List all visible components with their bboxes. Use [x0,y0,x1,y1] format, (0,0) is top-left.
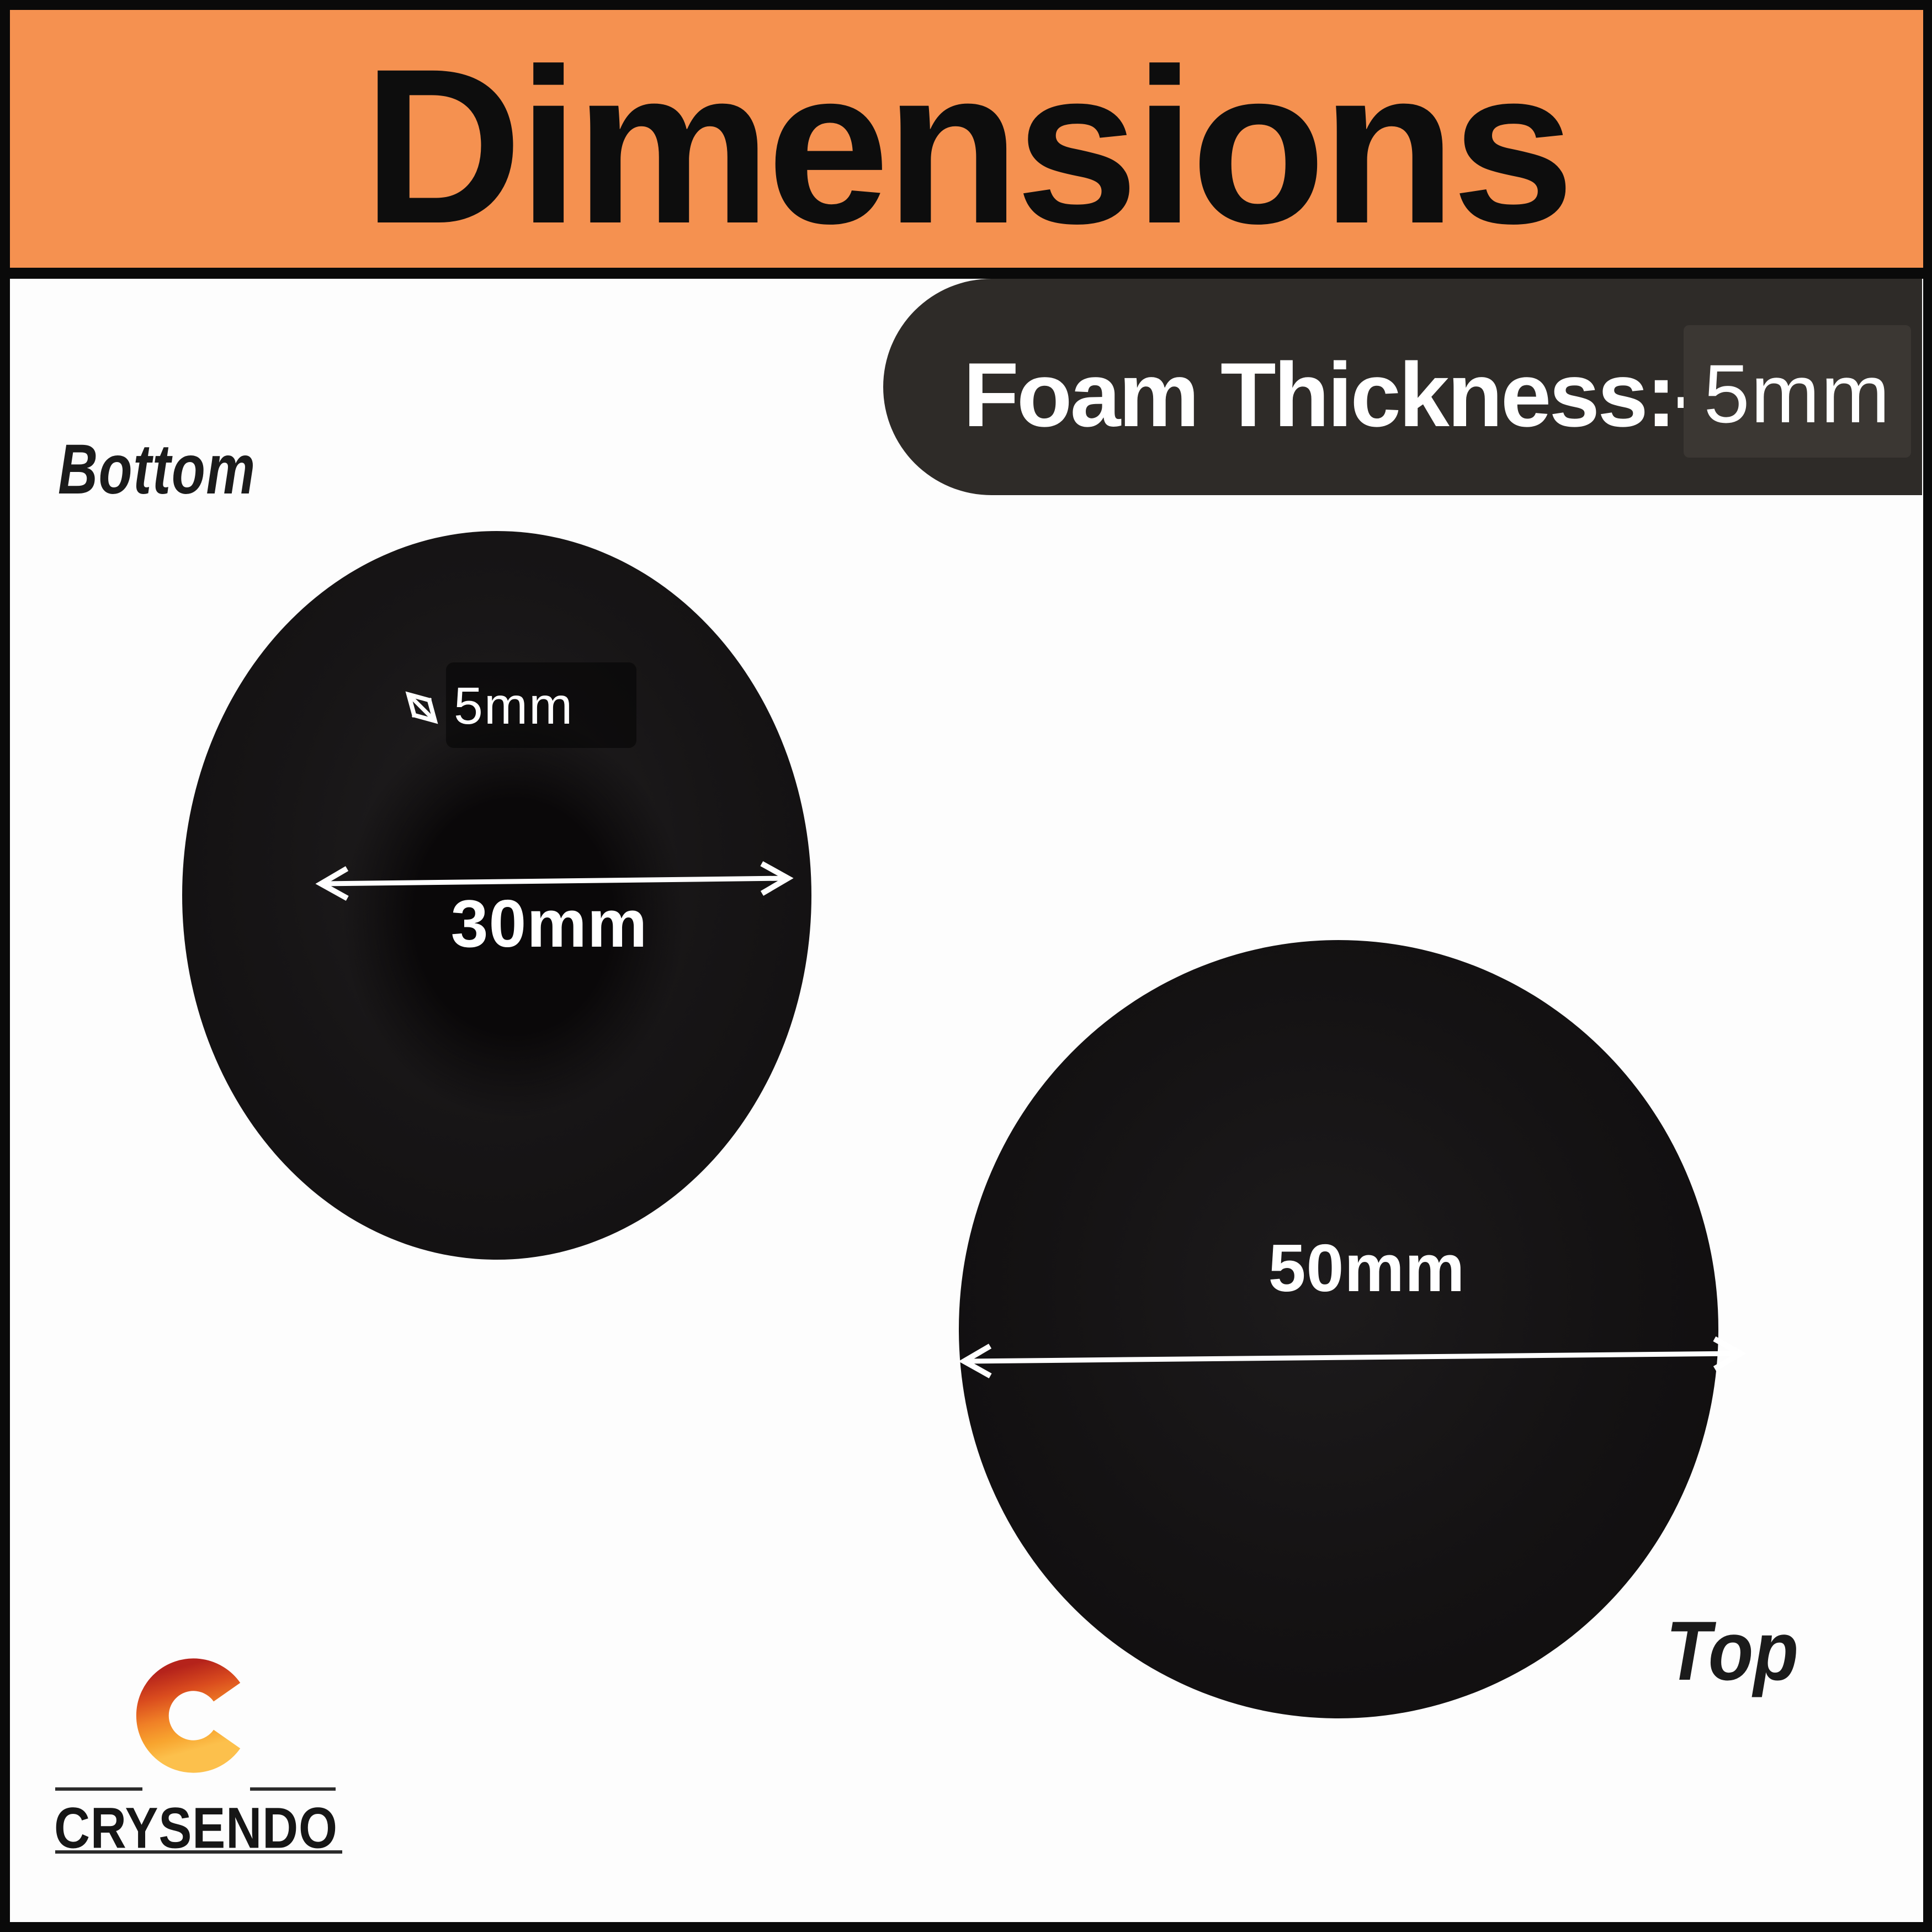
page-title: Dimensions [363,22,1574,269]
earpad-top-photo [959,940,1718,1718]
brand-rule-bottom [55,1850,342,1854]
brand-rule-top-left [55,1787,142,1791]
foam-thickness-value: 5mm [1703,347,1891,440]
brand-rule-top-right [250,1787,336,1791]
brand-name: CRYSENDO [54,1795,338,1861]
header-banner: Dimensions [10,10,1923,268]
bottom-view-label: Bottom [58,430,256,509]
brand-monogram-icon [136,1658,241,1773]
rim-depth-annotation: 5mm [454,677,574,735]
foam-thickness-pill: Foam Thickness:- 5mm [883,279,1922,495]
brand-logo: CRYSENDO [52,1645,351,1866]
inner-diameter-annotation: 30mm [450,886,648,961]
top-view-label: Top [1666,1604,1799,1698]
earpad-inner-recess [342,715,684,1118]
header-divider [10,268,1923,279]
foam-thickness-label: Foam Thickness:- [963,343,1705,445]
earpad-hole-shadow [446,662,636,748]
foam-thickness-value-box: 5mm [1684,325,1911,458]
outer-diameter-annotation: 50mm [1268,1230,1466,1305]
